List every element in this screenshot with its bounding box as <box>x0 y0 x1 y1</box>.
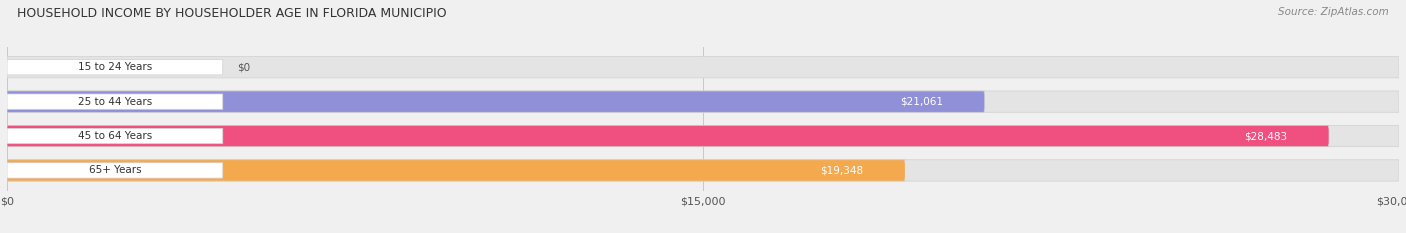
FancyBboxPatch shape <box>1204 128 1329 144</box>
Text: $0: $0 <box>236 62 250 72</box>
Text: 65+ Years: 65+ Years <box>89 165 141 175</box>
FancyBboxPatch shape <box>7 163 222 178</box>
FancyBboxPatch shape <box>7 125 1399 147</box>
FancyBboxPatch shape <box>7 125 1329 147</box>
FancyBboxPatch shape <box>779 163 904 178</box>
FancyBboxPatch shape <box>7 160 1399 181</box>
FancyBboxPatch shape <box>7 91 984 112</box>
Text: $28,483: $28,483 <box>1244 131 1288 141</box>
FancyBboxPatch shape <box>859 94 984 109</box>
Text: 15 to 24 Years: 15 to 24 Years <box>77 62 152 72</box>
FancyBboxPatch shape <box>7 94 222 109</box>
Text: HOUSEHOLD INCOME BY HOUSEHOLDER AGE IN FLORIDA MUNICIPIO: HOUSEHOLD INCOME BY HOUSEHOLDER AGE IN F… <box>17 7 447 20</box>
Text: $21,061: $21,061 <box>900 97 943 107</box>
FancyBboxPatch shape <box>7 91 1399 112</box>
FancyBboxPatch shape <box>7 60 222 75</box>
FancyBboxPatch shape <box>7 57 1399 78</box>
Text: 45 to 64 Years: 45 to 64 Years <box>77 131 152 141</box>
Text: 25 to 44 Years: 25 to 44 Years <box>77 97 152 107</box>
FancyBboxPatch shape <box>7 160 904 181</box>
FancyBboxPatch shape <box>7 128 222 144</box>
Text: $19,348: $19,348 <box>821 165 863 175</box>
Text: Source: ZipAtlas.com: Source: ZipAtlas.com <box>1278 7 1389 17</box>
